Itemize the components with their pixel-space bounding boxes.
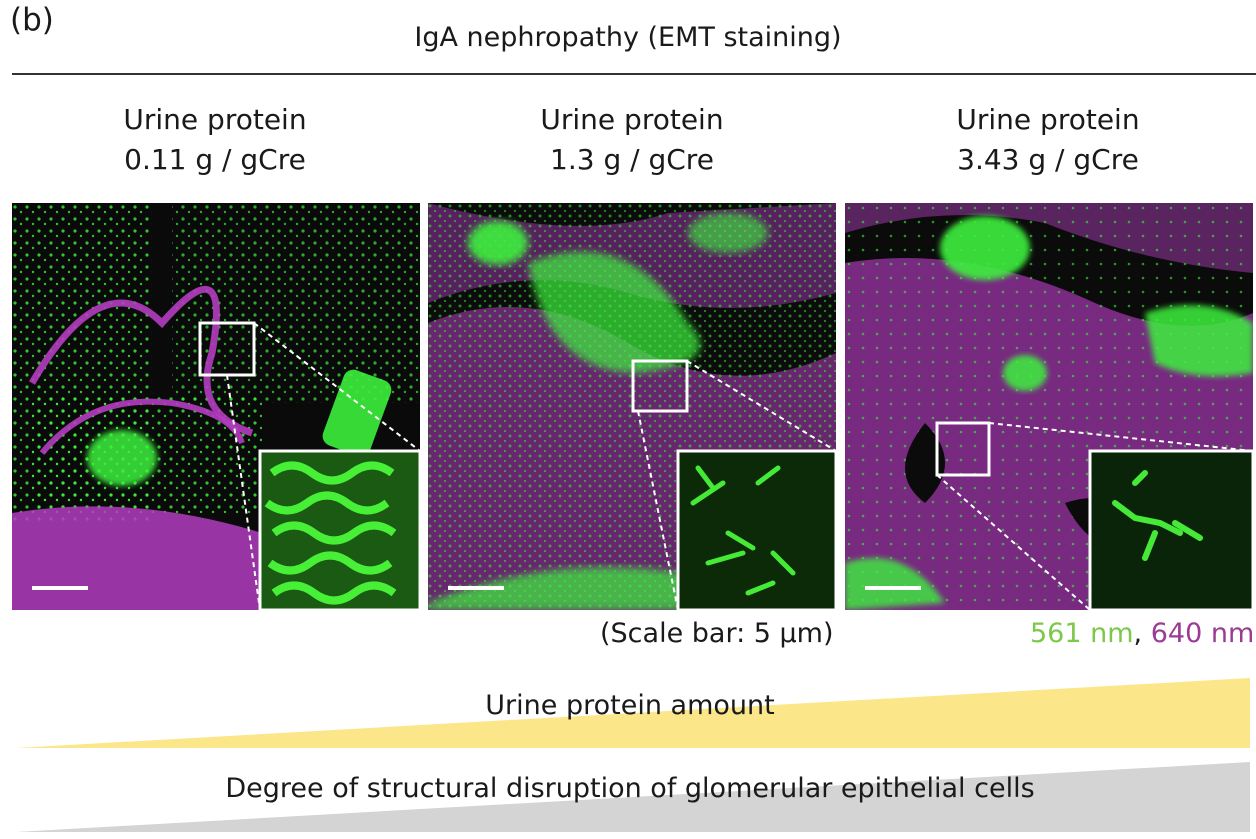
- panel-label: (b): [10, 2, 54, 38]
- wavelength-separator: ,: [1133, 618, 1143, 649]
- condition-label-3: Urine protein 3.43 g / gCre: [843, 100, 1253, 180]
- figure-title: IgA nephropathy (EMT staining): [414, 22, 842, 53]
- micrograph-2: [428, 203, 836, 610]
- condition-3-line1: Urine protein: [956, 103, 1140, 136]
- condition-2-line1: Urine protein: [540, 103, 724, 136]
- wavelength-640-label: 640 nm: [1150, 618, 1255, 649]
- micrograph-1: [12, 203, 420, 610]
- condition-2-value: 1.3 g / gCre: [550, 143, 714, 176]
- disruption-ramp-label: Degree of structural disruption of glome…: [225, 773, 1035, 804]
- wavelength-legend: 561 nm, 640 nm: [1030, 618, 1254, 649]
- scale-bar-note: (Scale bar: 5 μm): [600, 618, 834, 649]
- condition-label-1: Urine protein 0.11 g / gCre: [10, 100, 420, 180]
- condition-1-value: 0.11 g / gCre: [124, 143, 306, 176]
- micrograph-3: [845, 203, 1253, 610]
- wavelength-561-label: 561 nm: [1030, 618, 1134, 649]
- condition-3-value: 3.43 g / gCre: [957, 143, 1139, 176]
- title-rule: [12, 73, 1256, 75]
- urine-protein-ramp-label: Urine protein amount: [485, 690, 775, 721]
- condition-1-line1: Urine protein: [123, 103, 307, 136]
- condition-label-2: Urine protein 1.3 g / gCre: [427, 100, 837, 180]
